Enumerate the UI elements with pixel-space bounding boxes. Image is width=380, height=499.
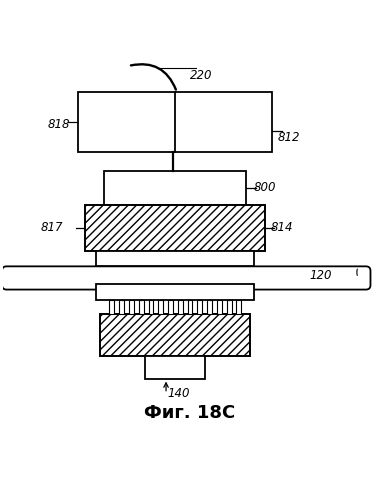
Bar <box>139 300 144 314</box>
Bar <box>97 250 254 266</box>
Bar <box>119 300 124 314</box>
Bar <box>197 300 202 314</box>
Text: 812: 812 <box>278 131 301 144</box>
Text: Фиг. 18C: Фиг. 18C <box>144 404 236 422</box>
Text: 220: 220 <box>190 69 212 82</box>
Bar <box>97 284 254 300</box>
Text: 800: 800 <box>254 181 276 194</box>
FancyBboxPatch shape <box>2 266 370 289</box>
Bar <box>109 300 114 314</box>
Text: 818: 818 <box>48 118 70 131</box>
Text: 814: 814 <box>271 221 293 235</box>
Bar <box>78 92 272 152</box>
Bar <box>145 356 205 379</box>
Bar <box>149 300 154 314</box>
Bar <box>85 205 265 251</box>
Text: 140: 140 <box>168 387 190 400</box>
Text: 817: 817 <box>40 221 63 235</box>
Bar <box>207 300 212 314</box>
Bar <box>236 300 241 314</box>
Bar <box>104 171 246 205</box>
Bar <box>168 300 173 314</box>
Bar <box>158 300 163 314</box>
Bar <box>226 300 231 314</box>
Bar <box>178 300 183 314</box>
Text: 120: 120 <box>310 269 332 282</box>
Bar <box>188 300 193 314</box>
Bar <box>129 300 134 314</box>
Bar <box>217 300 222 314</box>
Bar <box>100 314 250 356</box>
